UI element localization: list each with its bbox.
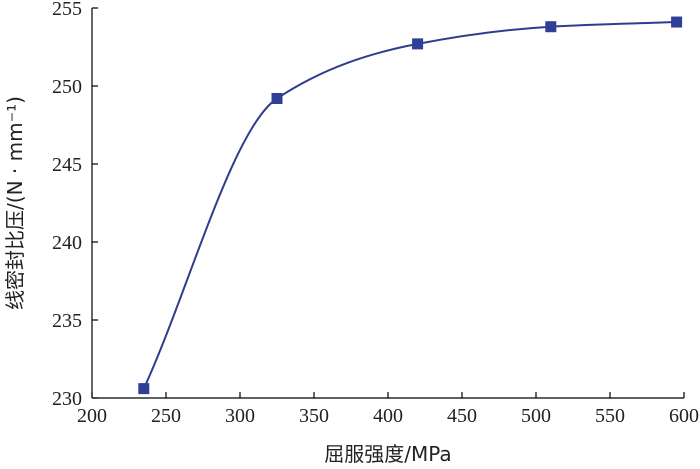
data-point-marker (545, 21, 557, 33)
x-tick-label: 500 (521, 405, 551, 427)
series-markers (138, 16, 683, 395)
y-tick-label: 245 (52, 154, 82, 176)
x-tick-label: 400 (373, 405, 403, 427)
axes (91, 8, 684, 399)
y-tick-label: 255 (52, 0, 82, 20)
x-tick-label: 200 (77, 405, 107, 427)
x-tick-label: 550 (595, 405, 625, 427)
data-point-marker (412, 38, 424, 50)
y-tick-label: 230 (52, 388, 82, 410)
series-line (142, 21, 677, 390)
x-ticks: 200 250 300 350 400 450 500 550 600 (77, 392, 699, 427)
y-axis-title: 线密封比压/(N · mm⁻¹) (3, 96, 27, 310)
data-point-marker (271, 92, 283, 104)
y-tick-label: 240 (52, 232, 82, 254)
x-tick-label: 350 (299, 405, 329, 427)
data-point-marker (671, 16, 683, 28)
x-axis-title: 屈服强度/MPa (324, 442, 451, 466)
x-tick-label: 250 (151, 405, 181, 427)
y-ticks: 230 235 240 245 250 255 (52, 0, 98, 410)
x-tick-label: 300 (225, 405, 255, 427)
x-tick-label: 600 (669, 405, 699, 427)
y-tick-label: 250 (52, 76, 82, 98)
data-point-marker (138, 383, 150, 395)
x-tick-label: 450 (447, 405, 477, 427)
y-tick-label: 235 (52, 310, 82, 332)
